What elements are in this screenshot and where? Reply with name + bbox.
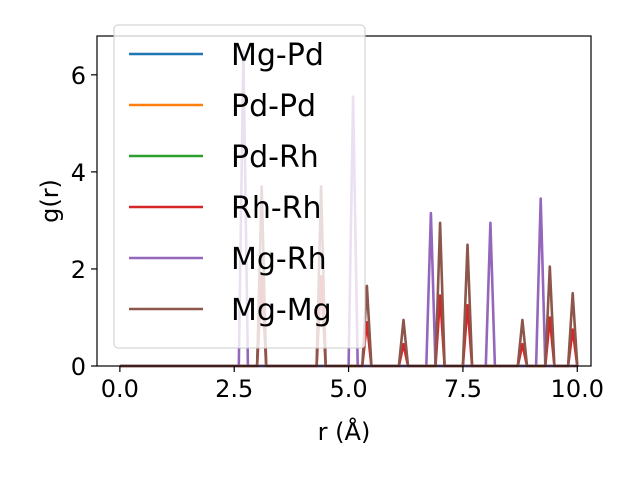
y-tick-label: 6 <box>71 62 86 90</box>
y-axis-label: g(r) <box>36 179 64 223</box>
y-tick-label: 4 <box>71 159 86 187</box>
legend-label: Rh-Rh <box>231 191 322 226</box>
x-tick-label: 2.5 <box>215 375 253 403</box>
legend-label: Mg-Rh <box>231 242 327 277</box>
x-tick-label: 5.0 <box>329 375 367 403</box>
legend: Mg-Pd Pd-Pd Pd-Rh Rh-Rh Mg-Rh Mg-Mg <box>113 24 366 349</box>
legend-label: Mg-Mg <box>231 293 332 328</box>
legend-label: Pd-Rh <box>231 140 319 175</box>
x-tick-label: 0.0 <box>101 375 139 403</box>
y-tick-label: 0 <box>71 353 86 381</box>
ticks-layer: 0.0 2.5 5.0 7.5 10.0 0 2 4 6 <box>71 62 604 403</box>
x-axis-label: r (Å) <box>318 417 371 446</box>
x-tick-label: 10.0 <box>551 375 604 403</box>
legend-label: Pd-Pd <box>231 89 316 124</box>
y-tick-label: 2 <box>71 256 86 284</box>
legend-label: Mg-Pd <box>231 38 324 73</box>
x-tick-label: 7.5 <box>444 375 482 403</box>
